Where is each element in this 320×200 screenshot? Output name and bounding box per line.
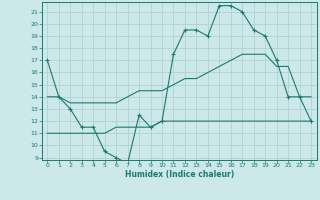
X-axis label: Humidex (Indice chaleur): Humidex (Indice chaleur)	[124, 170, 234, 179]
